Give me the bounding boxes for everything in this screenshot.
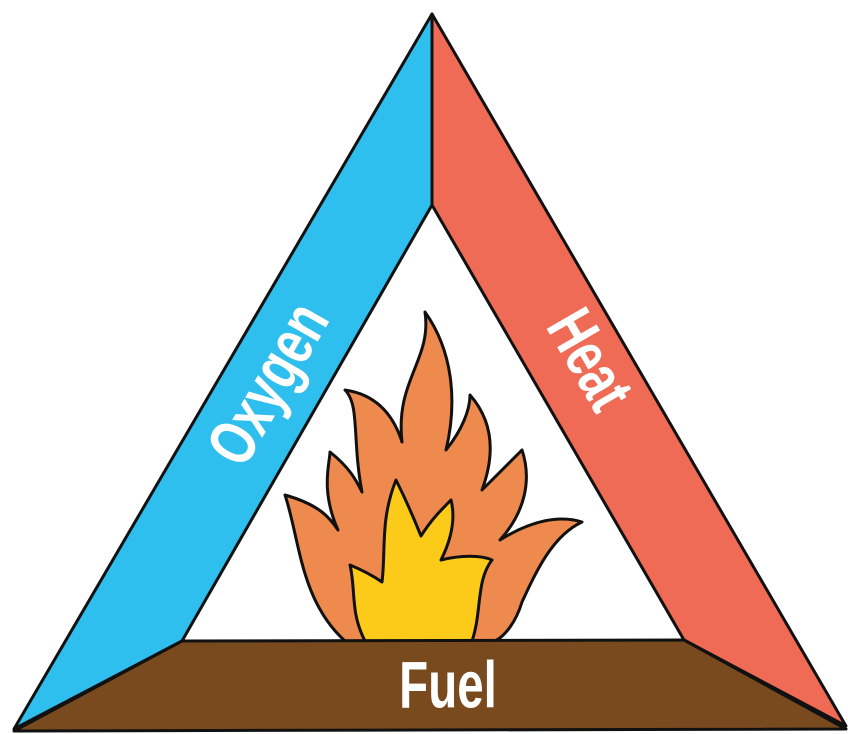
fuel-label: Fuel bbox=[399, 649, 497, 722]
page: Oxygen Heat Fuel (() => { const data = J… bbox=[0, 0, 848, 734]
fire-triangle: Oxygen Heat Fuel bbox=[0, 0, 848, 734]
